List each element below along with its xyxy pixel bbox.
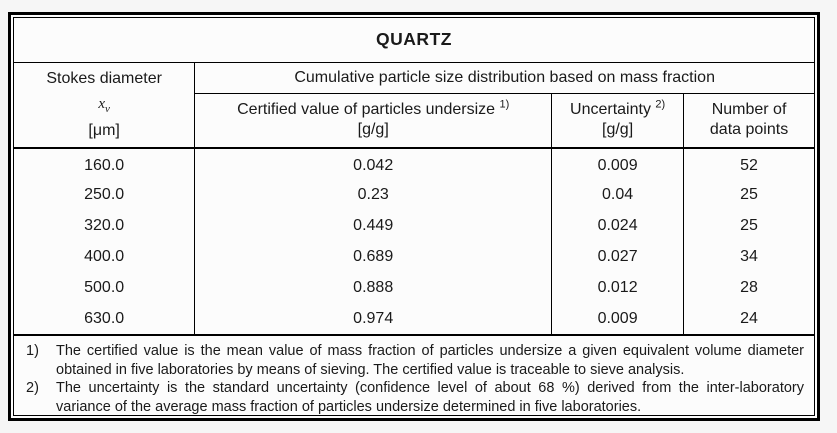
stokes-symbol: xv	[14, 95, 194, 117]
stokes-diameter-header: Stokes diameter xv [μm]	[14, 62, 196, 149]
cell-certified-value: 0.888	[194, 272, 553, 303]
table-title: QUARTZ	[14, 18, 814, 63]
distribution-group-header: Cumulative particle size distribution ba…	[194, 62, 814, 94]
footnote-2: 2) The uncertainty is the standard uncer…	[22, 379, 804, 416]
cell-certified-value: 0.23	[194, 179, 553, 210]
footnote-1-text: The certified value is the mean value of…	[56, 343, 804, 378]
cell-uncertainty: 0.009	[551, 148, 685, 179]
certified-value-label: Certified value of particles undersize	[237, 101, 496, 119]
table-row: 630.0 0.974 0.009 24	[14, 303, 814, 334]
cell-stokes-diameter: 400.0	[14, 241, 196, 272]
cell-uncertainty: 0.04	[551, 179, 685, 210]
footnote-1: 1) The certified value is the mean value…	[22, 342, 804, 379]
cell-certified-value: 0.974	[194, 303, 553, 334]
cell-stokes-diameter: 500.0	[14, 272, 196, 303]
cell-data-points: 25	[740, 185, 758, 203]
table-row: 400.0 0.689 0.027 34	[14, 241, 814, 272]
footnote-2-text: The uncertainty is the standard uncertai…	[56, 380, 804, 415]
cell-stokes-diameter: 320.0	[14, 210, 196, 241]
cell-data-points: 25	[740, 216, 758, 234]
table-row: 250.0 0.23 0.04 25	[14, 179, 814, 210]
uncertainty-header: Uncertainty 2) [g/g]	[551, 93, 685, 149]
cell-stokes-diameter: 250.0	[14, 179, 196, 210]
cell-data-points: 34	[740, 247, 758, 265]
cell-data-points: 28	[740, 278, 758, 296]
cell-certified-value: 0.689	[194, 241, 553, 272]
data-points-header: Number of data points	[683, 93, 814, 149]
table-row: 500.0 0.888 0.012 28	[14, 272, 814, 303]
table-row: 160.0 0.042 0.009 52	[14, 148, 814, 179]
certified-value-unit: [g/g]	[357, 121, 389, 139]
footnote-ref-2: 2)	[655, 98, 666, 111]
uncertainty-label: Uncertainty	[570, 101, 651, 119]
uncertainty-unit: [g/g]	[602, 121, 634, 139]
certified-value-header: Certified value of particles undersize 1…	[194, 93, 553, 149]
table-row: 320.0 0.449 0.024 25	[14, 210, 814, 241]
data-points-label-line1: Number of	[711, 101, 787, 119]
footnote-2-number: 2)	[26, 380, 39, 396]
stokes-symbol-x: x	[98, 95, 106, 112]
stokes-unit-label: [μm]	[88, 122, 120, 140]
footnotes-section: 1) The certified value is the mean value…	[14, 334, 814, 420]
certified-values-table: QUARTZ Stokes diameter xv [μm] Cumulativ…	[13, 17, 815, 416]
certified-values-table-frame: QUARTZ Stokes diameter xv [μm] Cumulativ…	[8, 12, 820, 421]
cell-stokes-diameter: 630.0	[14, 303, 196, 334]
cell-uncertainty: 0.024	[551, 210, 685, 241]
cell-uncertainty: 0.009	[551, 303, 685, 334]
data-points-label-line2: data points	[709, 121, 789, 139]
cell-data-points: 52	[740, 156, 758, 174]
cell-data-points: 24	[740, 309, 758, 327]
cell-certified-value: 0.042	[194, 148, 553, 179]
stokes-diameter-label: Stokes diameter	[46, 69, 162, 87]
cell-certified-value: 0.449	[194, 210, 553, 241]
quartz-data-table: QUARTZ Stokes diameter xv [μm] Cumulativ…	[14, 18, 814, 334]
cell-uncertainty: 0.012	[551, 272, 685, 303]
stokes-symbol-sub-v: v	[105, 102, 110, 115]
column-header-row: Certified value of particles undersize 1…	[14, 93, 814, 149]
group-header-row: Stokes diameter xv [μm] Cumulative parti…	[14, 62, 814, 149]
title-row: QUARTZ	[14, 18, 814, 63]
cell-uncertainty: 0.027	[551, 241, 685, 272]
cell-stokes-diameter: 160.0	[14, 148, 196, 179]
footnote-ref-1: 1)	[499, 98, 510, 111]
footnote-1-number: 1)	[26, 343, 39, 359]
